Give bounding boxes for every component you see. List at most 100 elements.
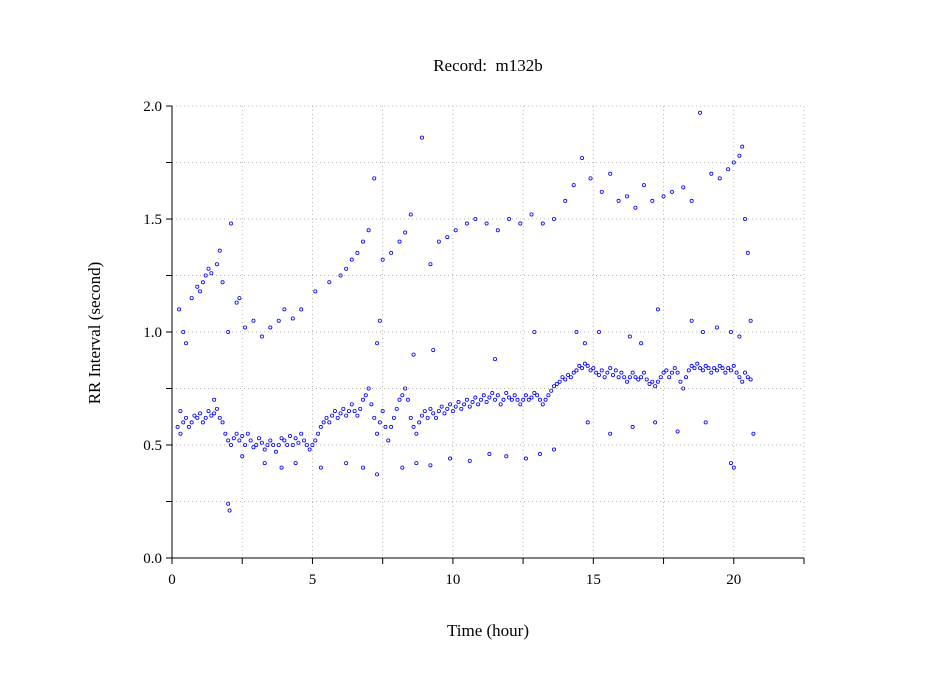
data-point [712, 366, 717, 371]
data-point [684, 375, 689, 380]
data-point [658, 375, 663, 380]
data-point [389, 424, 394, 429]
data-point [734, 370, 739, 375]
data-point [726, 366, 731, 371]
data-point [279, 465, 284, 470]
data-point [425, 415, 430, 420]
data-point [462, 402, 467, 407]
data-point [627, 334, 632, 339]
data-point [641, 370, 646, 375]
data-point [349, 257, 354, 262]
data-point [282, 307, 287, 312]
data-point [571, 183, 576, 188]
data-point [411, 352, 416, 357]
data-point [259, 440, 264, 445]
data-point [358, 406, 363, 411]
data-point [293, 436, 298, 441]
data-point [442, 411, 447, 416]
data-point [473, 216, 478, 221]
data-point [220, 420, 225, 425]
data-point [436, 409, 441, 414]
data-point [661, 194, 666, 199]
data-point [633, 375, 638, 380]
data-point [290, 316, 295, 321]
data-point [428, 406, 433, 411]
data-point [414, 431, 419, 436]
data-point [588, 176, 593, 181]
data-point [698, 366, 703, 371]
data-point [717, 176, 722, 181]
data-point [714, 368, 719, 373]
data-point [419, 135, 424, 140]
data-point [251, 318, 256, 323]
x-tick-label: 5 [309, 572, 317, 588]
data-point [532, 329, 537, 334]
data-point [700, 368, 705, 373]
data-point [585, 420, 590, 425]
data-point [743, 216, 748, 221]
data-point [400, 393, 405, 398]
data-point [237, 296, 242, 301]
data-point [220, 280, 225, 285]
data-point [375, 472, 380, 477]
data-point [436, 239, 441, 244]
data-point [641, 183, 646, 188]
data-point [372, 176, 377, 181]
data-point [594, 370, 599, 375]
data-point [240, 454, 245, 459]
data-point [588, 368, 593, 373]
data-point [282, 438, 287, 443]
data-point [293, 461, 298, 466]
data-point [344, 413, 349, 418]
x-axis-label: Time (hour) [447, 621, 529, 640]
data-point [391, 415, 396, 420]
chart-title: Record: m132b [433, 56, 543, 75]
grid [172, 105, 805, 558]
data-point [279, 436, 284, 441]
data-point [195, 415, 200, 420]
data-point [495, 228, 500, 233]
data-point [327, 420, 332, 425]
data-point [521, 397, 526, 402]
data-point [563, 198, 568, 203]
data-point [608, 431, 613, 436]
data-point [397, 397, 402, 402]
data-point [608, 366, 613, 371]
data-point [237, 438, 242, 443]
data-point [745, 375, 750, 380]
data-point [563, 377, 568, 382]
data-point [178, 431, 183, 436]
data-point [464, 397, 469, 402]
data-point [403, 230, 408, 235]
data-point [324, 415, 329, 420]
data-point [602, 375, 607, 380]
data-point [228, 221, 233, 226]
data-point [650, 379, 655, 384]
data-point [582, 361, 587, 366]
data-point [405, 397, 410, 402]
data-point [625, 194, 630, 199]
data-point [714, 325, 719, 330]
data-point [276, 442, 281, 447]
data-point [262, 447, 267, 452]
data-point [299, 307, 304, 312]
data-point [653, 420, 658, 425]
data-point [493, 397, 498, 402]
data-point [627, 375, 632, 380]
data-point [408, 212, 413, 217]
data-point [669, 370, 674, 375]
data-point [361, 465, 366, 470]
data-point [338, 411, 343, 416]
data-point [192, 413, 197, 418]
data-point [226, 329, 231, 334]
data-point [675, 370, 680, 375]
data-point [344, 266, 349, 271]
data-point [341, 406, 346, 411]
data-point [231, 436, 236, 441]
x-tick-label: 10 [445, 572, 460, 588]
data-point [363, 393, 368, 398]
y-tick-label: 0.0 [143, 551, 162, 567]
data-point [453, 228, 458, 233]
data-point [745, 250, 750, 255]
data-point [198, 411, 203, 416]
